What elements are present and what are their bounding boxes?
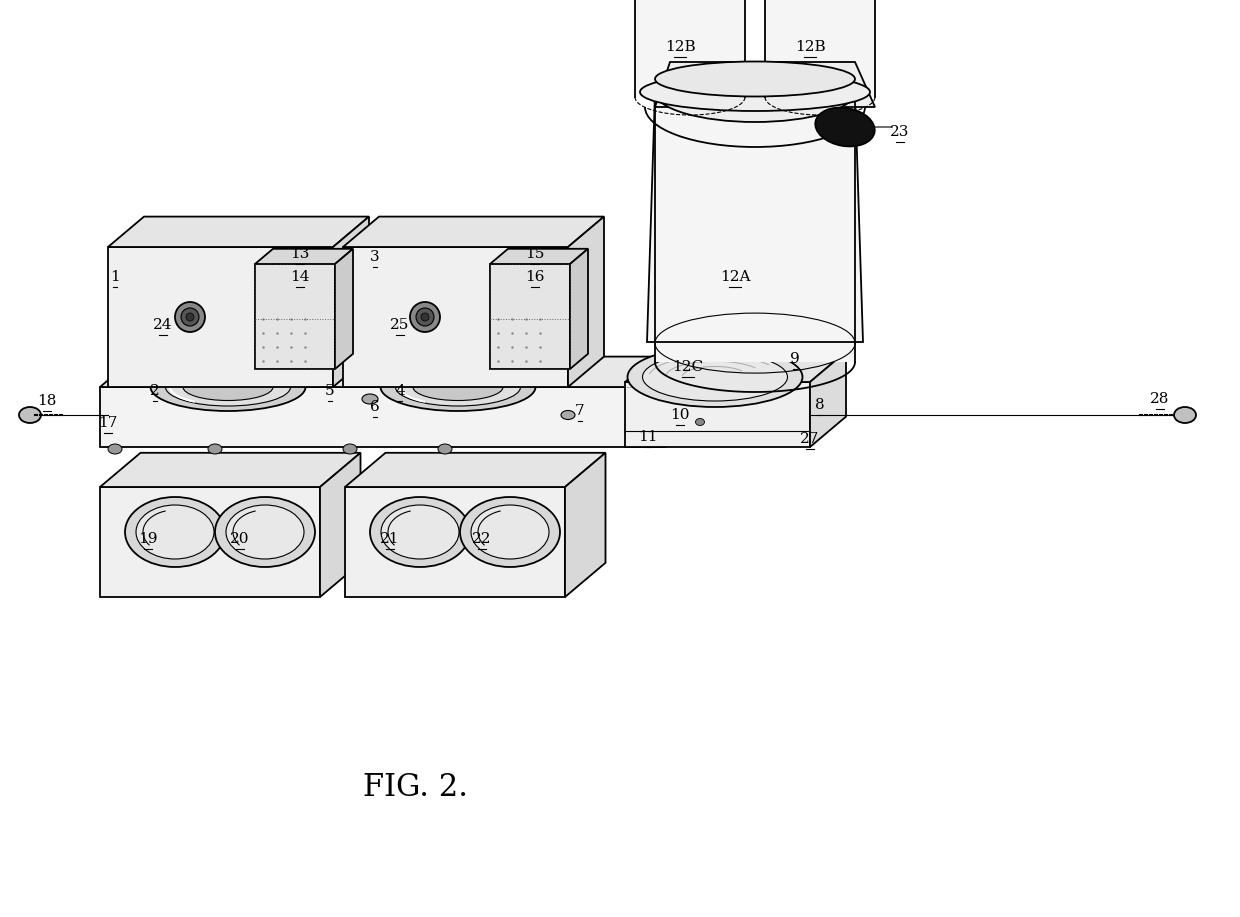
Polygon shape <box>565 453 605 597</box>
Ellipse shape <box>150 363 305 411</box>
Polygon shape <box>100 357 701 387</box>
Text: 11: 11 <box>639 430 657 444</box>
Ellipse shape <box>410 302 440 332</box>
Ellipse shape <box>415 308 434 326</box>
Polygon shape <box>334 216 370 387</box>
Polygon shape <box>625 382 810 447</box>
Text: 25: 25 <box>391 318 409 332</box>
Polygon shape <box>100 453 361 487</box>
Ellipse shape <box>136 505 215 559</box>
Text: 22: 22 <box>472 532 492 546</box>
Ellipse shape <box>186 313 193 321</box>
Text: FIG. 2.: FIG. 2. <box>362 771 467 802</box>
Polygon shape <box>320 453 361 597</box>
Polygon shape <box>255 249 353 264</box>
Text: 1: 1 <box>110 270 120 284</box>
Polygon shape <box>647 92 863 342</box>
Ellipse shape <box>438 444 453 454</box>
Text: 27: 27 <box>800 432 820 446</box>
Text: 24: 24 <box>154 318 172 332</box>
Ellipse shape <box>208 444 222 454</box>
Polygon shape <box>655 92 856 362</box>
Text: 12A: 12A <box>719 270 750 284</box>
Ellipse shape <box>815 107 874 147</box>
Polygon shape <box>100 387 665 447</box>
Ellipse shape <box>125 497 224 567</box>
Polygon shape <box>335 249 353 369</box>
Text: 23: 23 <box>890 125 910 139</box>
Ellipse shape <box>19 407 41 423</box>
Polygon shape <box>108 247 334 387</box>
Text: 12B: 12B <box>665 40 696 54</box>
Polygon shape <box>490 264 570 369</box>
Ellipse shape <box>108 444 122 454</box>
Polygon shape <box>108 216 370 247</box>
Text: 14: 14 <box>290 270 310 284</box>
Ellipse shape <box>184 373 273 401</box>
Ellipse shape <box>215 497 315 567</box>
Ellipse shape <box>165 368 290 406</box>
Text: 15: 15 <box>526 247 544 261</box>
Polygon shape <box>100 487 320 597</box>
Ellipse shape <box>422 313 429 321</box>
Ellipse shape <box>181 308 198 326</box>
Polygon shape <box>655 62 875 107</box>
Polygon shape <box>665 357 701 447</box>
Text: 6: 6 <box>370 400 379 414</box>
Polygon shape <box>343 216 604 247</box>
Text: 16: 16 <box>526 270 544 284</box>
Text: 18: 18 <box>37 394 57 408</box>
Text: 13: 13 <box>290 247 310 261</box>
Ellipse shape <box>655 61 856 96</box>
Ellipse shape <box>642 353 787 401</box>
Ellipse shape <box>175 302 205 332</box>
Polygon shape <box>625 351 846 382</box>
Ellipse shape <box>343 444 357 454</box>
Text: 4: 4 <box>396 384 405 398</box>
Ellipse shape <box>471 505 549 559</box>
Polygon shape <box>343 247 568 387</box>
Ellipse shape <box>413 373 503 401</box>
Ellipse shape <box>362 394 378 404</box>
Ellipse shape <box>696 418 704 425</box>
Text: 28: 28 <box>1151 392 1169 406</box>
Ellipse shape <box>655 62 856 122</box>
Text: 2: 2 <box>150 384 160 398</box>
Polygon shape <box>570 249 588 369</box>
Ellipse shape <box>226 505 304 559</box>
Text: 20: 20 <box>231 532 249 546</box>
Polygon shape <box>568 216 604 387</box>
Polygon shape <box>810 351 846 447</box>
Polygon shape <box>635 0 745 97</box>
Ellipse shape <box>1174 407 1197 423</box>
Ellipse shape <box>460 497 560 567</box>
Ellipse shape <box>396 368 521 406</box>
Text: 12C: 12C <box>672 360 703 374</box>
Text: 3: 3 <box>371 250 379 264</box>
Ellipse shape <box>381 363 536 411</box>
Text: 21: 21 <box>381 532 399 546</box>
Ellipse shape <box>560 411 575 419</box>
Polygon shape <box>345 487 565 597</box>
Polygon shape <box>490 249 588 264</box>
Ellipse shape <box>640 73 870 111</box>
Text: 12B: 12B <box>795 40 826 54</box>
Ellipse shape <box>381 505 459 559</box>
Polygon shape <box>765 0 875 97</box>
Text: 9: 9 <box>790 352 800 366</box>
Text: 10: 10 <box>671 408 689 422</box>
Ellipse shape <box>627 347 802 407</box>
Text: 7: 7 <box>575 404 585 418</box>
Ellipse shape <box>370 497 470 567</box>
Text: 17: 17 <box>98 416 118 430</box>
Polygon shape <box>345 453 605 487</box>
Polygon shape <box>255 264 335 369</box>
Text: 5: 5 <box>325 384 335 398</box>
Text: 8: 8 <box>815 398 825 412</box>
Text: 19: 19 <box>138 532 157 546</box>
